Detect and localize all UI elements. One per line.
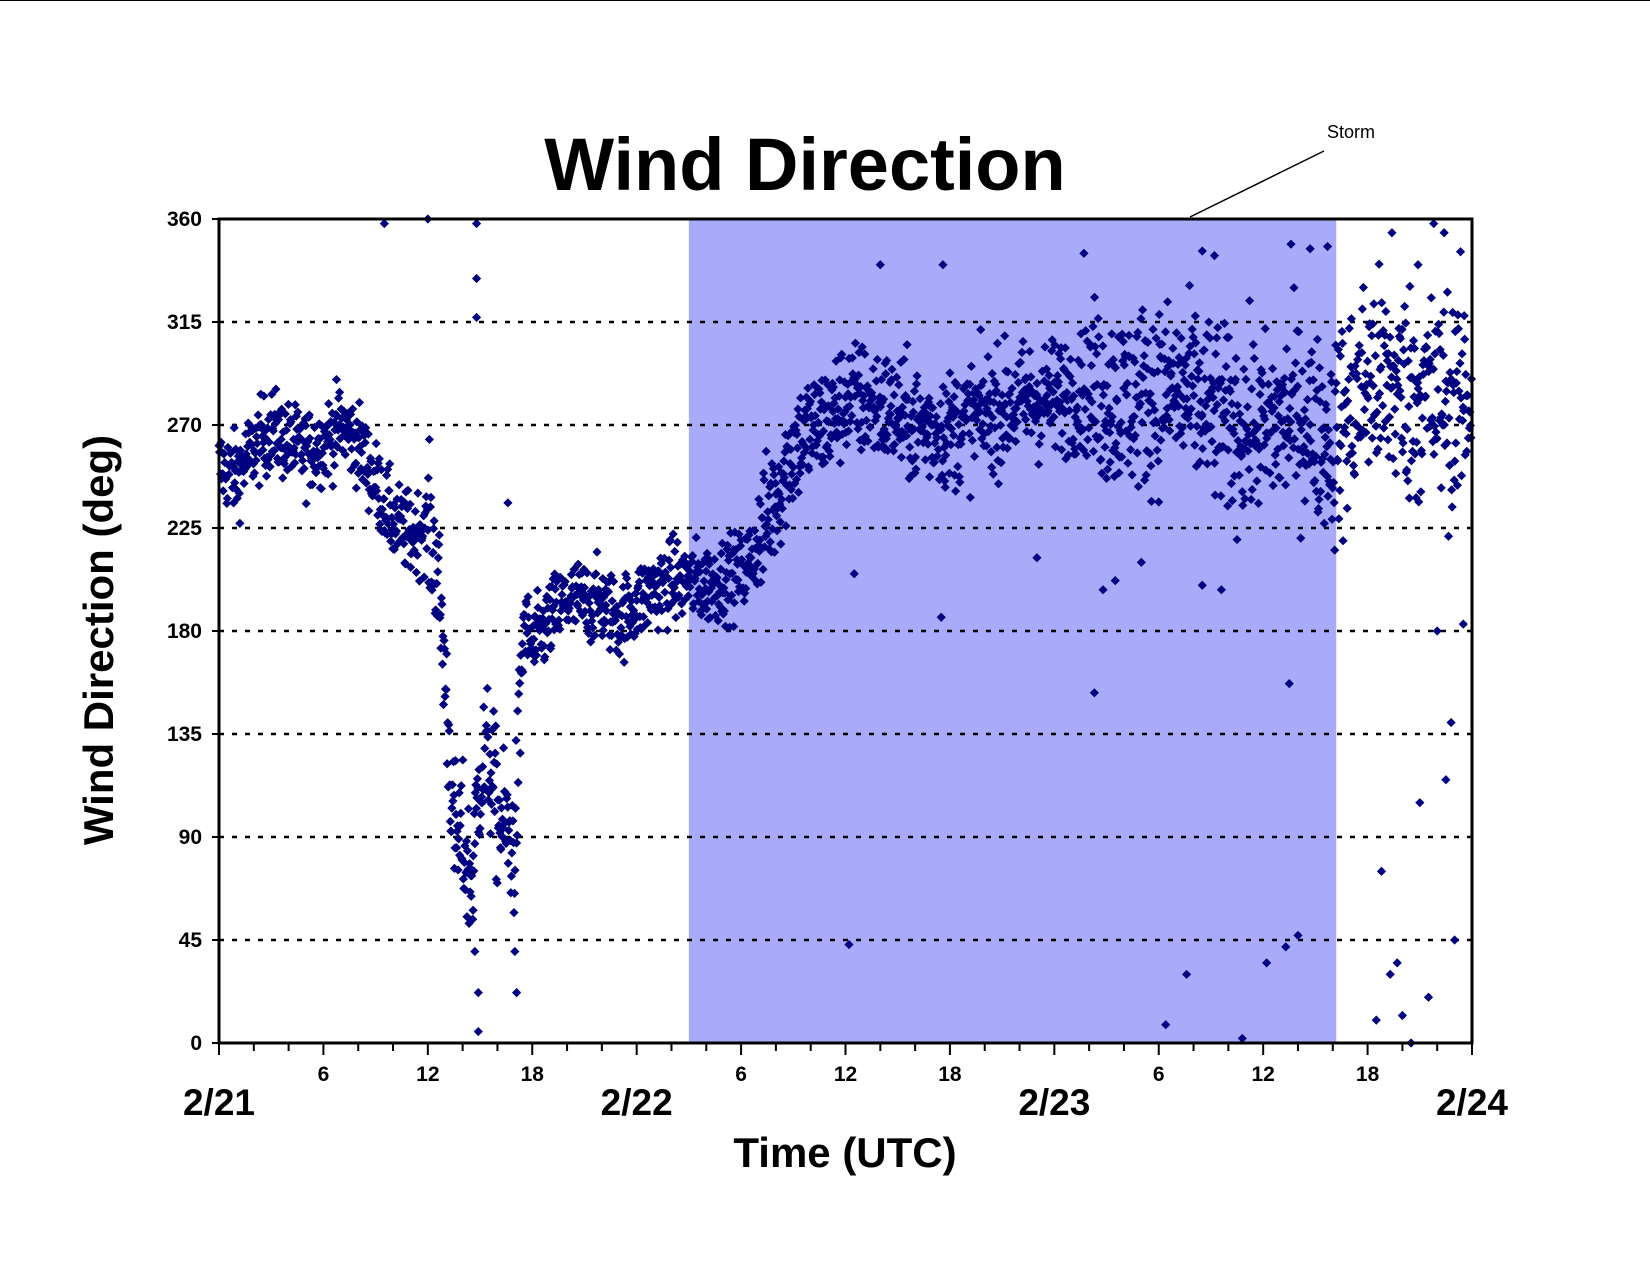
data-point <box>511 988 522 998</box>
data-point <box>1161 1020 1171 1030</box>
data-point <box>1281 942 1291 952</box>
data-point <box>1441 775 1451 785</box>
y-tick-label-45: 45 <box>179 929 203 952</box>
data-point <box>470 946 480 957</box>
data-points-layer <box>214 214 1477 1048</box>
data-point <box>1262 958 1272 968</box>
x-date-label: 2/23 <box>1018 1082 1090 1123</box>
data-point <box>875 260 885 270</box>
data-point <box>1371 1015 1381 1025</box>
data-point <box>1423 992 1434 1002</box>
data-point <box>1032 553 1042 563</box>
storm-annotation-label: Storm <box>1327 122 1375 142</box>
y-tick-label-360: 360 <box>167 208 202 231</box>
data-point <box>1392 958 1402 968</box>
data-point <box>1181 969 1192 979</box>
data-point <box>471 218 482 229</box>
x-hour-label: 6 <box>1153 1063 1165 1086</box>
data-point <box>1089 688 1099 698</box>
x-date-label: 2/24 <box>1436 1082 1508 1123</box>
x-axis-title: Time (UTC) <box>733 1129 956 1176</box>
data-point <box>473 1026 483 1037</box>
data-point <box>1197 580 1207 590</box>
data-point <box>1209 251 1220 261</box>
y-axis-title: Wind Direction (deg) <box>75 435 122 845</box>
data-point <box>1216 585 1226 595</box>
data-point <box>1237 1033 1247 1044</box>
y-tick-label-90: 90 <box>179 826 202 849</box>
data-point-cloud <box>214 247 1477 928</box>
data-point <box>1110 576 1120 586</box>
data-point <box>1439 228 1449 238</box>
x-hour-label: 18 <box>938 1063 962 1086</box>
data-point <box>1079 248 1089 258</box>
data-point <box>1284 679 1294 689</box>
data-point <box>379 218 389 229</box>
data-point <box>468 905 478 915</box>
storm-callout-line <box>1189 150 1325 218</box>
data-point <box>1136 557 1146 567</box>
data-point <box>1197 246 1207 256</box>
data-point <box>503 498 513 508</box>
y-tick-label-180: 180 <box>167 620 202 643</box>
tick-label-layer: 0 45 90 135 180 225 270 315 360 6 12 18 6 12 18 6 12 18 2/… <box>167 208 1508 1123</box>
x-hour-label: 18 <box>521 1063 545 1086</box>
data-point <box>471 273 482 284</box>
data-point <box>473 988 483 998</box>
x-date-label: 2/21 <box>183 1082 255 1123</box>
data-point <box>1322 241 1333 252</box>
data-point <box>1387 228 1397 238</box>
y-tick-label-135: 135 <box>167 723 202 746</box>
chart-title: Wind Direction <box>544 123 1065 206</box>
data-point <box>1449 935 1460 945</box>
data-point <box>936 612 946 622</box>
data-point <box>1305 244 1315 254</box>
x-hour-label: 12 <box>416 1063 439 1086</box>
data-point <box>1432 626 1442 636</box>
top-border-line <box>0 0 1650 1</box>
data-point <box>1286 239 1296 249</box>
x-hour-label: 12 <box>834 1063 857 1086</box>
data-point <box>1429 218 1439 229</box>
y-tick-label-225: 225 <box>167 517 202 540</box>
x-hour-label: 12 <box>1251 1063 1274 1086</box>
data-point <box>1385 969 1395 979</box>
data-point <box>1397 1010 1407 1021</box>
data-point <box>1415 798 1425 808</box>
data-point <box>849 569 859 579</box>
data-point <box>1098 585 1108 595</box>
axis-tick-layer <box>212 218 1473 1055</box>
data-point <box>471 312 482 323</box>
y-tick-label-0: 0 <box>190 1032 202 1055</box>
x-hour-label: 18 <box>1356 1063 1380 1086</box>
x-hour-label: 6 <box>318 1063 330 1086</box>
x-hour-label: 6 <box>735 1063 747 1086</box>
x-date-label: 2/22 <box>601 1082 673 1123</box>
y-tick-label-315: 315 <box>167 311 202 334</box>
data-point <box>1413 260 1423 270</box>
data-point <box>1446 717 1456 728</box>
y-tick-label-270: 270 <box>167 414 202 437</box>
data-point <box>1293 930 1303 941</box>
data-point <box>1376 866 1387 876</box>
data-point <box>938 260 948 270</box>
data-point <box>844 939 854 950</box>
data-point <box>1458 619 1468 629</box>
data-point <box>510 946 520 957</box>
